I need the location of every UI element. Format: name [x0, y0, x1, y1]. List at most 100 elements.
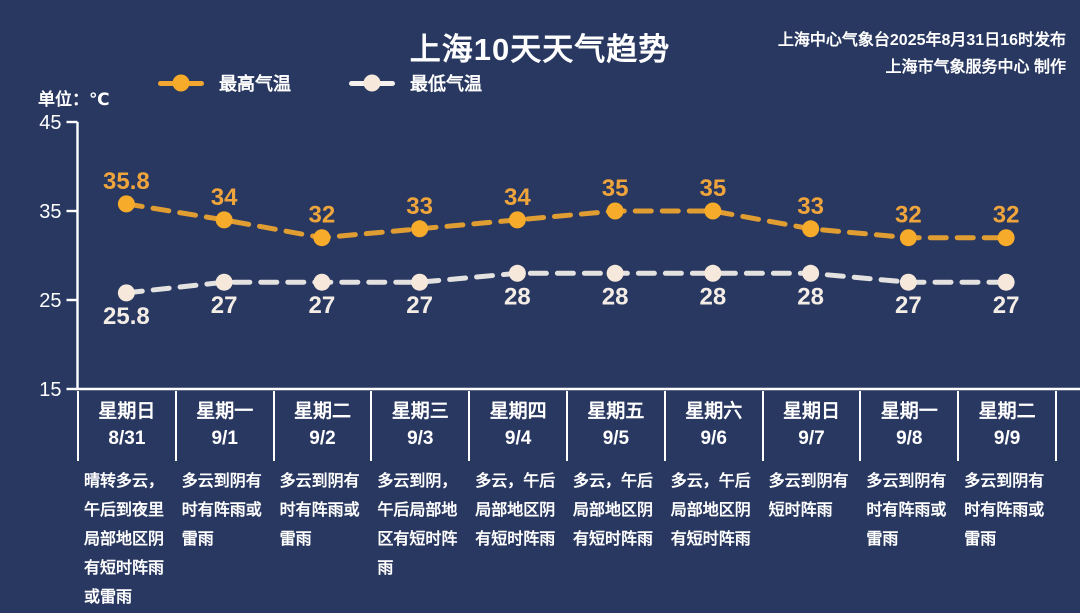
y-tick-label: 45 [39, 112, 61, 134]
low-temp-value-label: 27 [406, 292, 433, 319]
date-label: 9/5 [602, 428, 630, 449]
low-temp-point [313, 273, 331, 291]
weather-description: 晴转多云，午后到夜里局部地区阴有短时阵雨或雷雨 [84, 473, 165, 606]
chart-legend: 最高气温 最低气温 [158, 70, 482, 96]
legend-item-high: 最高气温 [158, 70, 291, 96]
weekday-label: 星期四 [489, 401, 547, 422]
weather-description: 多云，午后局部地区阴有短时阵雨 [670, 473, 751, 548]
date-label: 9/8 [896, 428, 923, 449]
low-temp-point [802, 264, 820, 282]
date-label: 9/4 [504, 428, 532, 449]
weekday-label: 星期一 [880, 401, 938, 422]
high-temp-point [997, 229, 1015, 247]
low-temp-point [606, 264, 624, 282]
low-temp-value-label: 28 [504, 283, 531, 310]
legend-label: 最低气温 [410, 74, 482, 94]
weather-description: 多云到阴有时有阵雨或雷雨 [866, 473, 947, 548]
high-temp-point [704, 202, 722, 220]
day-column-header: 星期三 9/3 [370, 391, 468, 461]
high-temp-value-label: 32 [309, 202, 336, 229]
legend-label: 最高气温 [219, 74, 291, 94]
y-tick-label: 15 [39, 379, 61, 401]
low-temp-value-label: 28 [602, 283, 629, 310]
issue-line-2: 上海市气象服务中心 制作 [885, 59, 1066, 76]
weather-description: 多云到阴有时有阵雨或雷雨 [279, 473, 360, 548]
high-temp-point [899, 229, 917, 247]
weather-description: 多云到阴有短时阵雨 [768, 473, 849, 519]
day-column-header: 星期一 9/1 [174, 391, 273, 461]
legend-dot-icon [172, 74, 190, 92]
date-label: 9/1 [211, 428, 238, 449]
y-tick-label: 35 [39, 201, 61, 223]
high-temp-line [123, 201, 1009, 241]
date-label: 9/2 [309, 428, 336, 449]
date-label: 9/9 [993, 428, 1021, 449]
high-temp-value-label: 33 [797, 193, 824, 220]
day-column-header: 星期六 9/6 [663, 391, 762, 461]
low-temp-value-label: 27 [309, 292, 336, 319]
weather-description: 多云到阴有时有阵雨或雷雨 [181, 473, 262, 548]
high-temp-value-label: 32 [895, 202, 922, 229]
low-temp-point [997, 273, 1015, 291]
day-column-header: 星期一 9/8 [859, 391, 957, 461]
low-temp-value-label: 27 [895, 292, 922, 319]
low-temp-point [704, 264, 722, 282]
low-temp-point [411, 273, 429, 291]
day-column-header: 星期二 9/2 [272, 391, 371, 461]
weather-description: 多云，午后局部地区阴有短时阵雨 [475, 473, 556, 548]
issue-line-1: 上海中心气象台2025年8月31日16时发布 [777, 32, 1066, 49]
low-temp-point [899, 273, 917, 291]
low-temp-value-label: 28 [700, 283, 727, 310]
low-temp-point [117, 284, 135, 302]
y-tick-label: 25 [39, 290, 61, 312]
high-temp-value-label: 33 [406, 193, 433, 220]
day-column-header: 星期五 9/5 [566, 391, 664, 461]
date-label: 9/3 [407, 428, 434, 449]
low-temp-point [508, 264, 526, 282]
low-temp-line [123, 270, 1009, 296]
low-temp-point [215, 273, 233, 291]
low-temp-value-label: 27 [993, 292, 1020, 319]
weather-description-row: 晴转多云，午后到夜里局部地区阴有短时阵雨或雷雨 多云到阴有时有阵雨或雷雨 多云到阴有… [77, 464, 1055, 612]
day-column-header: 星期四 9/4 [468, 391, 566, 461]
high-temp-point [802, 220, 820, 238]
weekday-label: 星期一 [196, 401, 254, 422]
axis-line [76, 122, 1080, 391]
weekday-label: 星期二 [293, 401, 351, 422]
high-temp-value-label: 34 [211, 184, 238, 211]
page-title: 上海10天天气趋势 [409, 32, 671, 67]
weather-description: 多云，午后局部地区阴有短时阵雨 [573, 473, 654, 548]
high-temp-value-label: 34 [504, 184, 531, 211]
high-temp-point [606, 202, 624, 220]
low-temp-legend-icon [349, 74, 395, 92]
high-temp-point [411, 220, 429, 238]
weekday-label: 星期五 [587, 401, 645, 422]
weekday-label: 星期二 [978, 401, 1036, 422]
high-temp-value-label: 32 [993, 202, 1020, 229]
low-temp-value-label: 27 [211, 292, 238, 319]
low-temp-value-label: 25.8 [103, 303, 150, 330]
date-label: 8/31 [108, 428, 146, 449]
unit-label: 单位：℃ [38, 90, 110, 109]
day-column-header: 星期日 8/31 [77, 391, 175, 461]
date-label: 9/7 [798, 428, 825, 449]
high-temp-legend-icon [158, 74, 204, 92]
high-temp-value-label: 35.8 [103, 168, 150, 195]
weather-description: 多云到阴，午后局部地区有短时阵雨 [377, 473, 458, 577]
high-temp-value-label: 35 [700, 175, 727, 202]
day-column-header: 星期日 9/7 [761, 391, 860, 461]
weekday-label: 星期三 [391, 401, 449, 422]
weather-description: 多云到阴有时有阵雨或雷雨 [964, 473, 1045, 548]
high-temp-point [508, 211, 526, 229]
day-column-header: 星期二 9/9 [957, 391, 1055, 461]
legend-dot-icon [363, 74, 381, 92]
high-temp-value-label: 35 [602, 175, 629, 202]
weekday-label: 星期日 [98, 401, 156, 422]
low-temp-value-label: 28 [797, 283, 824, 310]
day-header-row: 星期日 8/31 星期一 9/1 星期二 9/2 星期三 9/3 星期四 9/4 星期五 9/5 星期六… [77, 391, 1057, 461]
high-temp-point [117, 195, 135, 213]
legend-item-low: 最低气温 [349, 70, 482, 96]
weekday-label: 星期六 [685, 401, 743, 422]
high-temp-point [313, 229, 331, 247]
